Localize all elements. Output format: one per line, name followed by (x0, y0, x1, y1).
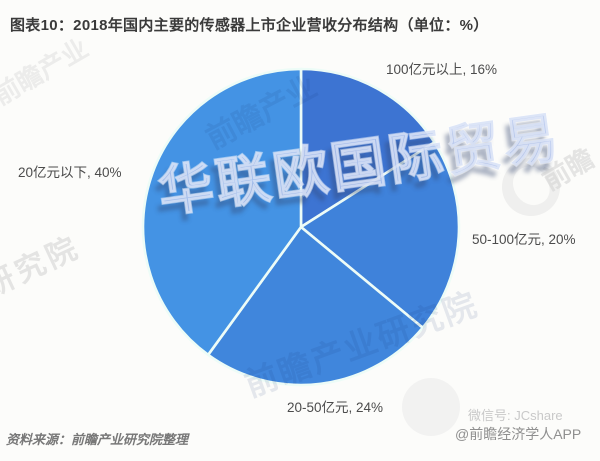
brand-logo-circle-bottom-icon (402, 378, 460, 436)
pie-slice-3 (141, 67, 303, 357)
pie-slice-1 (299, 141, 461, 330)
background-watermark-left: 研究院 (0, 230, 86, 304)
background-watermark-top-left: 前瞻产业 (0, 32, 94, 111)
pie-slice-2 (206, 225, 425, 387)
pie-slice-0 (299, 67, 436, 229)
slice-label-20-50: 20-50亿元, 24% (287, 400, 384, 415)
pie-chart (141, 67, 461, 387)
slice-label-50-100: 50-100亿元, 20% (472, 232, 576, 247)
data-source-text: 资料来源：前瞻产业研究院整理 (6, 432, 189, 447)
credit-text: @前瞻经济学人APP (455, 426, 582, 442)
slice-label-over-100: 100亿元以上, 16% (386, 62, 498, 77)
wechat-id-watermark: 微信号: JCshare (468, 408, 563, 423)
chart-title: 图表10：2018年国内主要的传感器上市企业营收分布结构（单位：%） (10, 17, 489, 34)
slice-label-under-20: 20亿元以下, 40% (18, 165, 122, 180)
